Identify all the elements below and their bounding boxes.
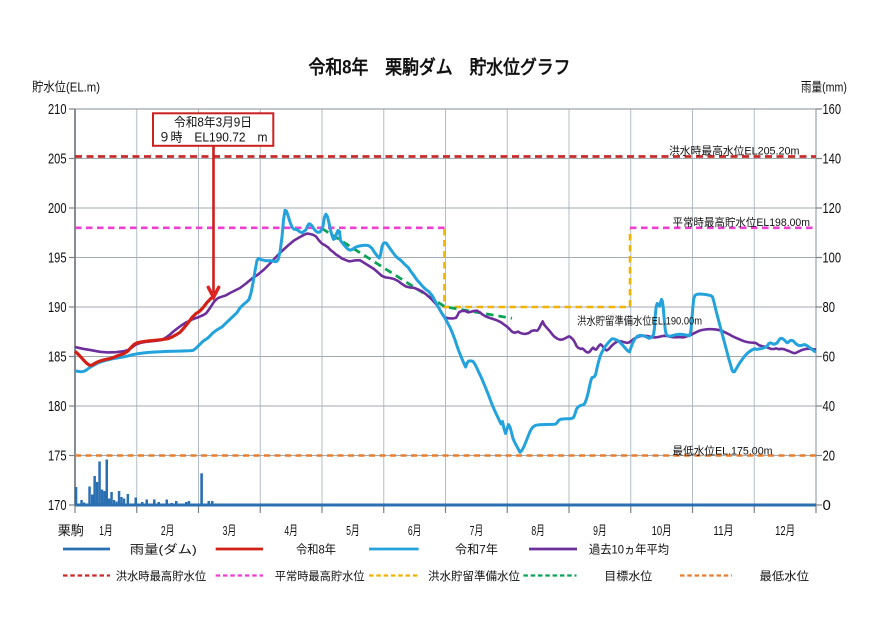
svg-text:最低水位EL.175.00m: 最低水位EL.175.00m <box>673 445 773 458</box>
svg-text:0: 0 <box>823 497 831 514</box>
svg-text:1月: 1月 <box>99 523 113 538</box>
svg-text:９時 EL190.72 m: ９時 EL190.72 m <box>159 131 268 145</box>
svg-text:令和8年: 令和8年 <box>296 543 336 557</box>
svg-text:目標水位: 目標水位 <box>604 569 653 583</box>
svg-text:2月: 2月 <box>161 523 175 538</box>
svg-text:175: 175 <box>48 448 67 465</box>
svg-text:貯水位(EL.m): 貯水位(EL.m) <box>32 80 100 95</box>
svg-text:40: 40 <box>823 398 836 415</box>
svg-text:180: 180 <box>48 398 67 415</box>
svg-text:80: 80 <box>823 299 836 316</box>
svg-text:7月: 7月 <box>470 523 484 538</box>
svg-text:最低水位: 最低水位 <box>760 570 810 583</box>
svg-text:185: 185 <box>48 349 67 366</box>
svg-text:洪水貯留準備水位: 洪水貯留準備水位 <box>428 569 520 583</box>
svg-text:20: 20 <box>823 448 836 465</box>
svg-text:雨量(mm): 雨量(mm) <box>801 80 847 95</box>
svg-text:洪水時最高水位EL205.20m: 洪水時最高水位EL205.20m <box>669 144 800 158</box>
svg-text:190: 190 <box>48 299 67 316</box>
svg-text:170: 170 <box>48 497 67 514</box>
svg-text:6月: 6月 <box>408 523 422 538</box>
svg-text:140: 140 <box>823 151 842 168</box>
svg-text:5月: 5月 <box>346 523 360 538</box>
svg-text:平常時最高貯水位: 平常時最高貯水位 <box>275 570 365 583</box>
svg-text:200: 200 <box>48 200 67 217</box>
svg-text:雨量(ダム): 雨量(ダム) <box>130 542 197 557</box>
svg-text:11月: 11月 <box>713 523 733 538</box>
svg-text:令和7年: 令和7年 <box>455 543 498 557</box>
svg-text:4月: 4月 <box>284 523 298 538</box>
svg-text:9月: 9月 <box>593 523 607 538</box>
svg-text:栗駒: 栗駒 <box>58 523 84 538</box>
svg-text:120: 120 <box>823 200 842 217</box>
svg-text:洪水貯留準備水位EL.190.00m: 洪水貯留準備水位EL.190.00m <box>577 314 702 328</box>
svg-text:160: 160 <box>823 101 842 118</box>
svg-text:過去10ヵ年平均: 過去10ヵ年平均 <box>589 543 669 557</box>
svg-text:令和8年3月9日: 令和8年3月9日 <box>174 116 252 130</box>
svg-text:令和8年 栗駒ダム 貯水位グラフ: 令和8年 栗駒ダム 貯水位グラフ <box>309 56 571 79</box>
svg-text:12月: 12月 <box>775 523 795 538</box>
svg-text:洪水時最高貯水位: 洪水時最高貯水位 <box>116 569 207 583</box>
svg-text:3月: 3月 <box>223 523 237 538</box>
svg-text:195: 195 <box>48 250 67 267</box>
svg-text:210: 210 <box>48 101 67 118</box>
svg-text:8月: 8月 <box>531 523 545 538</box>
svg-text:平常時最高貯水位EL198.00m: 平常時最高貯水位EL198.00m <box>673 215 811 229</box>
svg-text:205: 205 <box>48 151 67 168</box>
svg-text:100: 100 <box>823 250 842 267</box>
svg-text:60: 60 <box>823 349 836 366</box>
svg-text:10月: 10月 <box>652 523 672 538</box>
